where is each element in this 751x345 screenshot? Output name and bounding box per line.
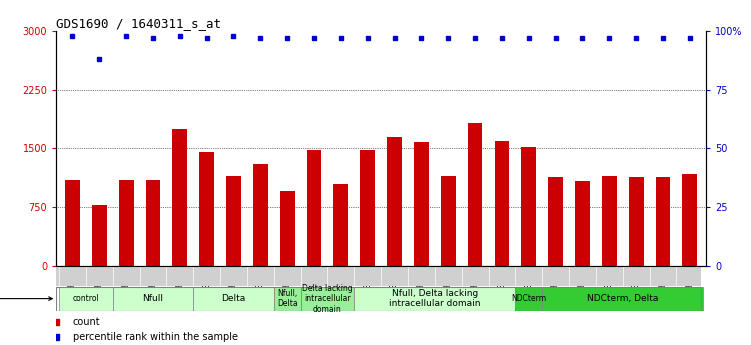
Text: GSM53411: GSM53411	[524, 268, 533, 309]
Bar	[59, 287, 113, 310]
Bar	[548, 177, 563, 266]
Bar	[300, 287, 354, 310]
Bar	[199, 152, 214, 266]
Bar	[683, 174, 697, 266]
Text: NDCterm: NDCterm	[511, 294, 546, 303]
Text: GSM53408: GSM53408	[202, 268, 211, 309]
Bar	[56, 287, 701, 310]
Bar	[414, 142, 429, 266]
Bar	[629, 177, 644, 266]
Text: Delta lacking
intracellular
domain: Delta lacking intracellular domain	[302, 284, 353, 314]
Text: protocol: protocol	[0, 294, 53, 303]
Bar	[656, 177, 671, 266]
Bar	[575, 181, 590, 266]
Text: GSM53388: GSM53388	[336, 268, 345, 309]
Text: GSM53406: GSM53406	[282, 268, 291, 309]
Bar	[173, 129, 187, 266]
Text: GSM53399: GSM53399	[175, 268, 184, 309]
Text: GSM53391: GSM53391	[632, 268, 641, 309]
Bar	[146, 180, 161, 266]
Bar	[113, 287, 193, 310]
Text: GSM53405: GSM53405	[444, 268, 453, 309]
Bar	[468, 123, 482, 266]
Bar	[388, 137, 402, 266]
Text: GSM53403: GSM53403	[122, 268, 131, 309]
Bar	[602, 176, 617, 266]
Bar	[542, 287, 703, 310]
Text: GSM53401: GSM53401	[256, 268, 265, 309]
Bar	[280, 191, 294, 266]
Text: Nfull: Nfull	[143, 294, 164, 303]
Bar	[226, 176, 241, 266]
Text: GSM53394: GSM53394	[659, 268, 668, 309]
Text: GSM53395: GSM53395	[551, 268, 560, 309]
Text: GSM53404: GSM53404	[578, 268, 587, 309]
Text: percentile rank within the sample: percentile rank within the sample	[73, 332, 237, 342]
Text: GSM53397: GSM53397	[149, 268, 158, 309]
Text: GSM53392: GSM53392	[390, 268, 399, 309]
Bar	[360, 150, 375, 266]
Bar	[521, 147, 536, 266]
Bar	[495, 140, 509, 266]
Text: GSM53396: GSM53396	[95, 268, 104, 309]
Text: GSM53390: GSM53390	[229, 268, 238, 309]
Text: NDCterm, Delta: NDCterm, Delta	[587, 294, 659, 303]
Bar	[333, 184, 348, 266]
Bar	[274, 287, 300, 310]
Text: Delta: Delta	[222, 294, 246, 303]
Bar	[92, 205, 107, 266]
Text: control: control	[73, 294, 99, 303]
Bar	[119, 180, 134, 266]
Text: GSM53389: GSM53389	[605, 268, 614, 309]
Bar	[306, 150, 321, 266]
Text: Nfull,
Delta: Nfull, Delta	[277, 289, 297, 308]
Text: GDS1690 / 1640311_s_at: GDS1690 / 1640311_s_at	[56, 17, 222, 30]
Bar	[193, 287, 274, 310]
Bar	[515, 287, 542, 310]
Text: Nfull, Delta lacking
intracellular domain: Nfull, Delta lacking intracellular domai…	[389, 289, 481, 308]
Text: GSM53400: GSM53400	[417, 268, 426, 309]
Text: GSM53398: GSM53398	[363, 268, 372, 309]
Text: count: count	[73, 317, 100, 327]
Text: GSM53410: GSM53410	[497, 268, 506, 309]
Text: GSM53409: GSM53409	[471, 268, 480, 309]
Bar	[56, 266, 701, 286]
Text: GSM53402: GSM53402	[309, 268, 318, 309]
Bar	[354, 287, 515, 310]
Bar	[441, 176, 456, 266]
Text: GSM53407: GSM53407	[686, 268, 695, 309]
Bar	[65, 180, 80, 266]
Bar	[253, 164, 267, 266]
Text: GSM53393: GSM53393	[68, 268, 77, 309]
